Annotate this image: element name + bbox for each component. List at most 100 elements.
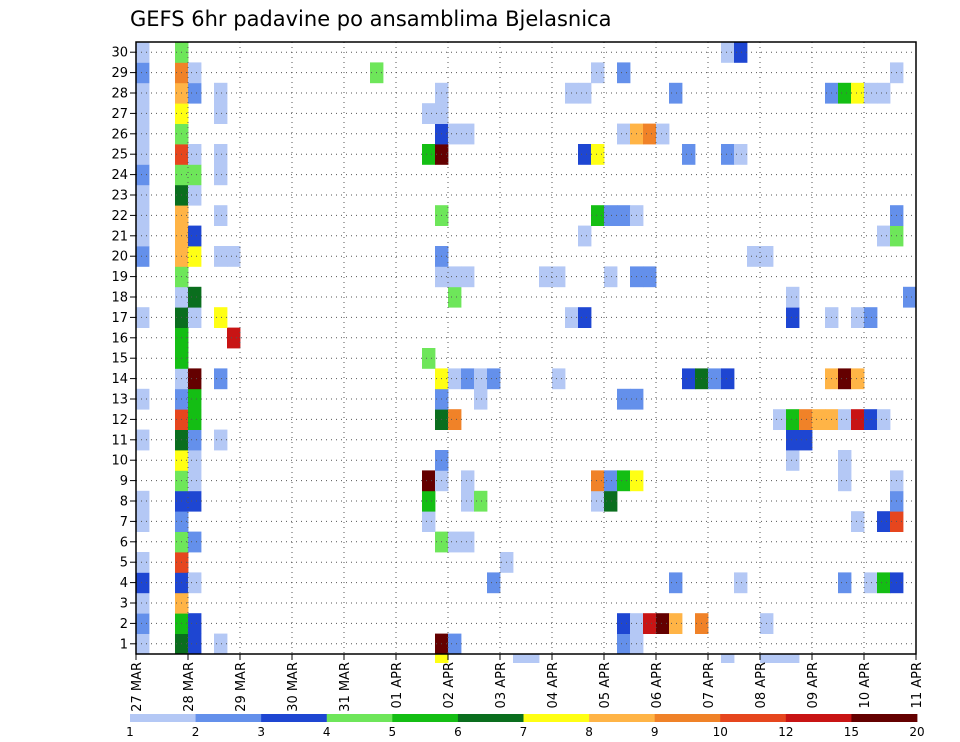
heatmap-cell (877, 82, 891, 104)
x-tick-label: 05 APR (598, 662, 613, 708)
heatmap-cell (448, 409, 462, 430)
colorbar-level-label: 4 (323, 725, 331, 739)
heatmap-cell (188, 531, 202, 553)
heatmap-cell (786, 450, 800, 471)
y-tick-label: 12 (111, 413, 128, 428)
heatmap-cell (214, 82, 228, 104)
heatmap-cell (838, 409, 852, 430)
heatmap-cell (747, 246, 761, 267)
y-tick-label: 17 (111, 311, 128, 326)
heatmap-cell (136, 103, 150, 124)
heatmap-cell (591, 205, 605, 226)
x-tick-label: 08 APR (754, 662, 769, 708)
heatmap-cell (851, 511, 865, 532)
y-tick-label: 5 (120, 556, 128, 571)
y-tick-label: 13 (111, 393, 128, 408)
heatmap-cell (669, 82, 683, 104)
heatmap-cell (461, 266, 475, 288)
heatmap-cell (214, 633, 228, 655)
heatmap-cell (136, 184, 150, 206)
heatmap-cell (799, 409, 813, 430)
heatmap-cell (578, 307, 592, 328)
colorbar-level-label: 7 (520, 725, 528, 739)
heatmap-cell (851, 409, 865, 430)
heatmap-cell (617, 123, 631, 145)
heatmap-cell (188, 286, 202, 308)
y-tick-label: 3 (120, 597, 128, 612)
y-tick-label: 2 (120, 617, 128, 632)
heatmap-cell (851, 368, 865, 390)
heatmap-cell (669, 613, 683, 634)
x-tick-label: 10 APR (858, 662, 873, 708)
heatmap-cell (136, 246, 150, 267)
y-tick-label: 11 (111, 433, 128, 448)
heatmap-cell (552, 266, 566, 288)
heatmap-cell (487, 368, 501, 390)
heatmap-cell (461, 368, 475, 390)
heatmap-edge-cell (526, 654, 540, 663)
y-tick-label: 22 (111, 209, 128, 224)
heatmap-cell (474, 388, 488, 410)
heatmap-cell (604, 205, 618, 226)
y-tick-label: 8 (120, 495, 128, 510)
colorbar-swatch (851, 714, 918, 722)
colorbar-level-label: 5 (389, 725, 397, 739)
y-tick-label: 14 (111, 372, 128, 387)
colorbar-swatch (523, 714, 590, 722)
y-tick-label: 15 (111, 352, 128, 367)
heatmap-cell (188, 164, 202, 186)
heatmap-cell (188, 82, 202, 104)
heatmap-cell (188, 225, 202, 247)
y-tick-label: 30 (111, 46, 128, 61)
x-tick-label: 07 APR (702, 662, 717, 708)
heatmap-cell (136, 552, 150, 573)
colorbar-swatch (130, 714, 196, 722)
y-tick-label: 25 (111, 148, 128, 163)
heatmap-cell (721, 368, 735, 390)
y-tick-label: 16 (111, 331, 128, 346)
colorbar-level-label: 1 (126, 725, 134, 739)
heatmap-cell (617, 633, 631, 655)
colorbar-level-label: 10 (713, 725, 728, 739)
x-tick-label: 06 APR (650, 662, 665, 708)
heatmap-cell (838, 572, 852, 594)
heatmap-cell (422, 103, 436, 124)
heatmap-cell (136, 62, 150, 84)
y-axis-ticks: 1234567891011121314151617181920212223242… (111, 46, 136, 652)
heatmap-cell (487, 572, 501, 594)
colorbar-level-label: 20 (909, 725, 924, 739)
heatmap-cell (227, 246, 241, 267)
heatmap-cell (461, 490, 475, 512)
heatmap-cell (136, 307, 150, 328)
colorbar-swatch (589, 714, 656, 722)
heatmap-cell (188, 429, 202, 451)
heatmap-cell (136, 144, 150, 165)
heatmap-cell (643, 266, 657, 288)
y-tick-label: 9 (120, 474, 128, 489)
heatmap-cell (448, 123, 462, 145)
y-tick-label: 7 (120, 515, 128, 530)
heatmap-cell (591, 470, 605, 492)
x-tick-label: 04 APR (546, 662, 561, 708)
heatmap-cell (734, 572, 748, 594)
heatmap-cell (474, 368, 488, 390)
heatmap-cell (604, 266, 618, 288)
heatmap-cell (578, 82, 592, 104)
heatmap-cell (578, 144, 592, 165)
heatmap-cell (682, 368, 696, 390)
heatmap-cell (851, 307, 865, 328)
heatmap-cell (721, 42, 735, 63)
heatmap-cell (448, 531, 462, 553)
heatmap-cell (214, 307, 228, 328)
heatmap-cell (136, 123, 150, 145)
heatmap-cell (214, 144, 228, 165)
colorbar-swatch (195, 714, 262, 722)
heatmap-cell (578, 225, 592, 247)
heatmap-cell (591, 62, 605, 84)
heatmap-cell (838, 450, 852, 471)
heatmap-cell (708, 368, 722, 390)
heatmap-cell (734, 144, 748, 165)
heatmap-cell (136, 205, 150, 226)
heatmap-cell (448, 633, 462, 655)
